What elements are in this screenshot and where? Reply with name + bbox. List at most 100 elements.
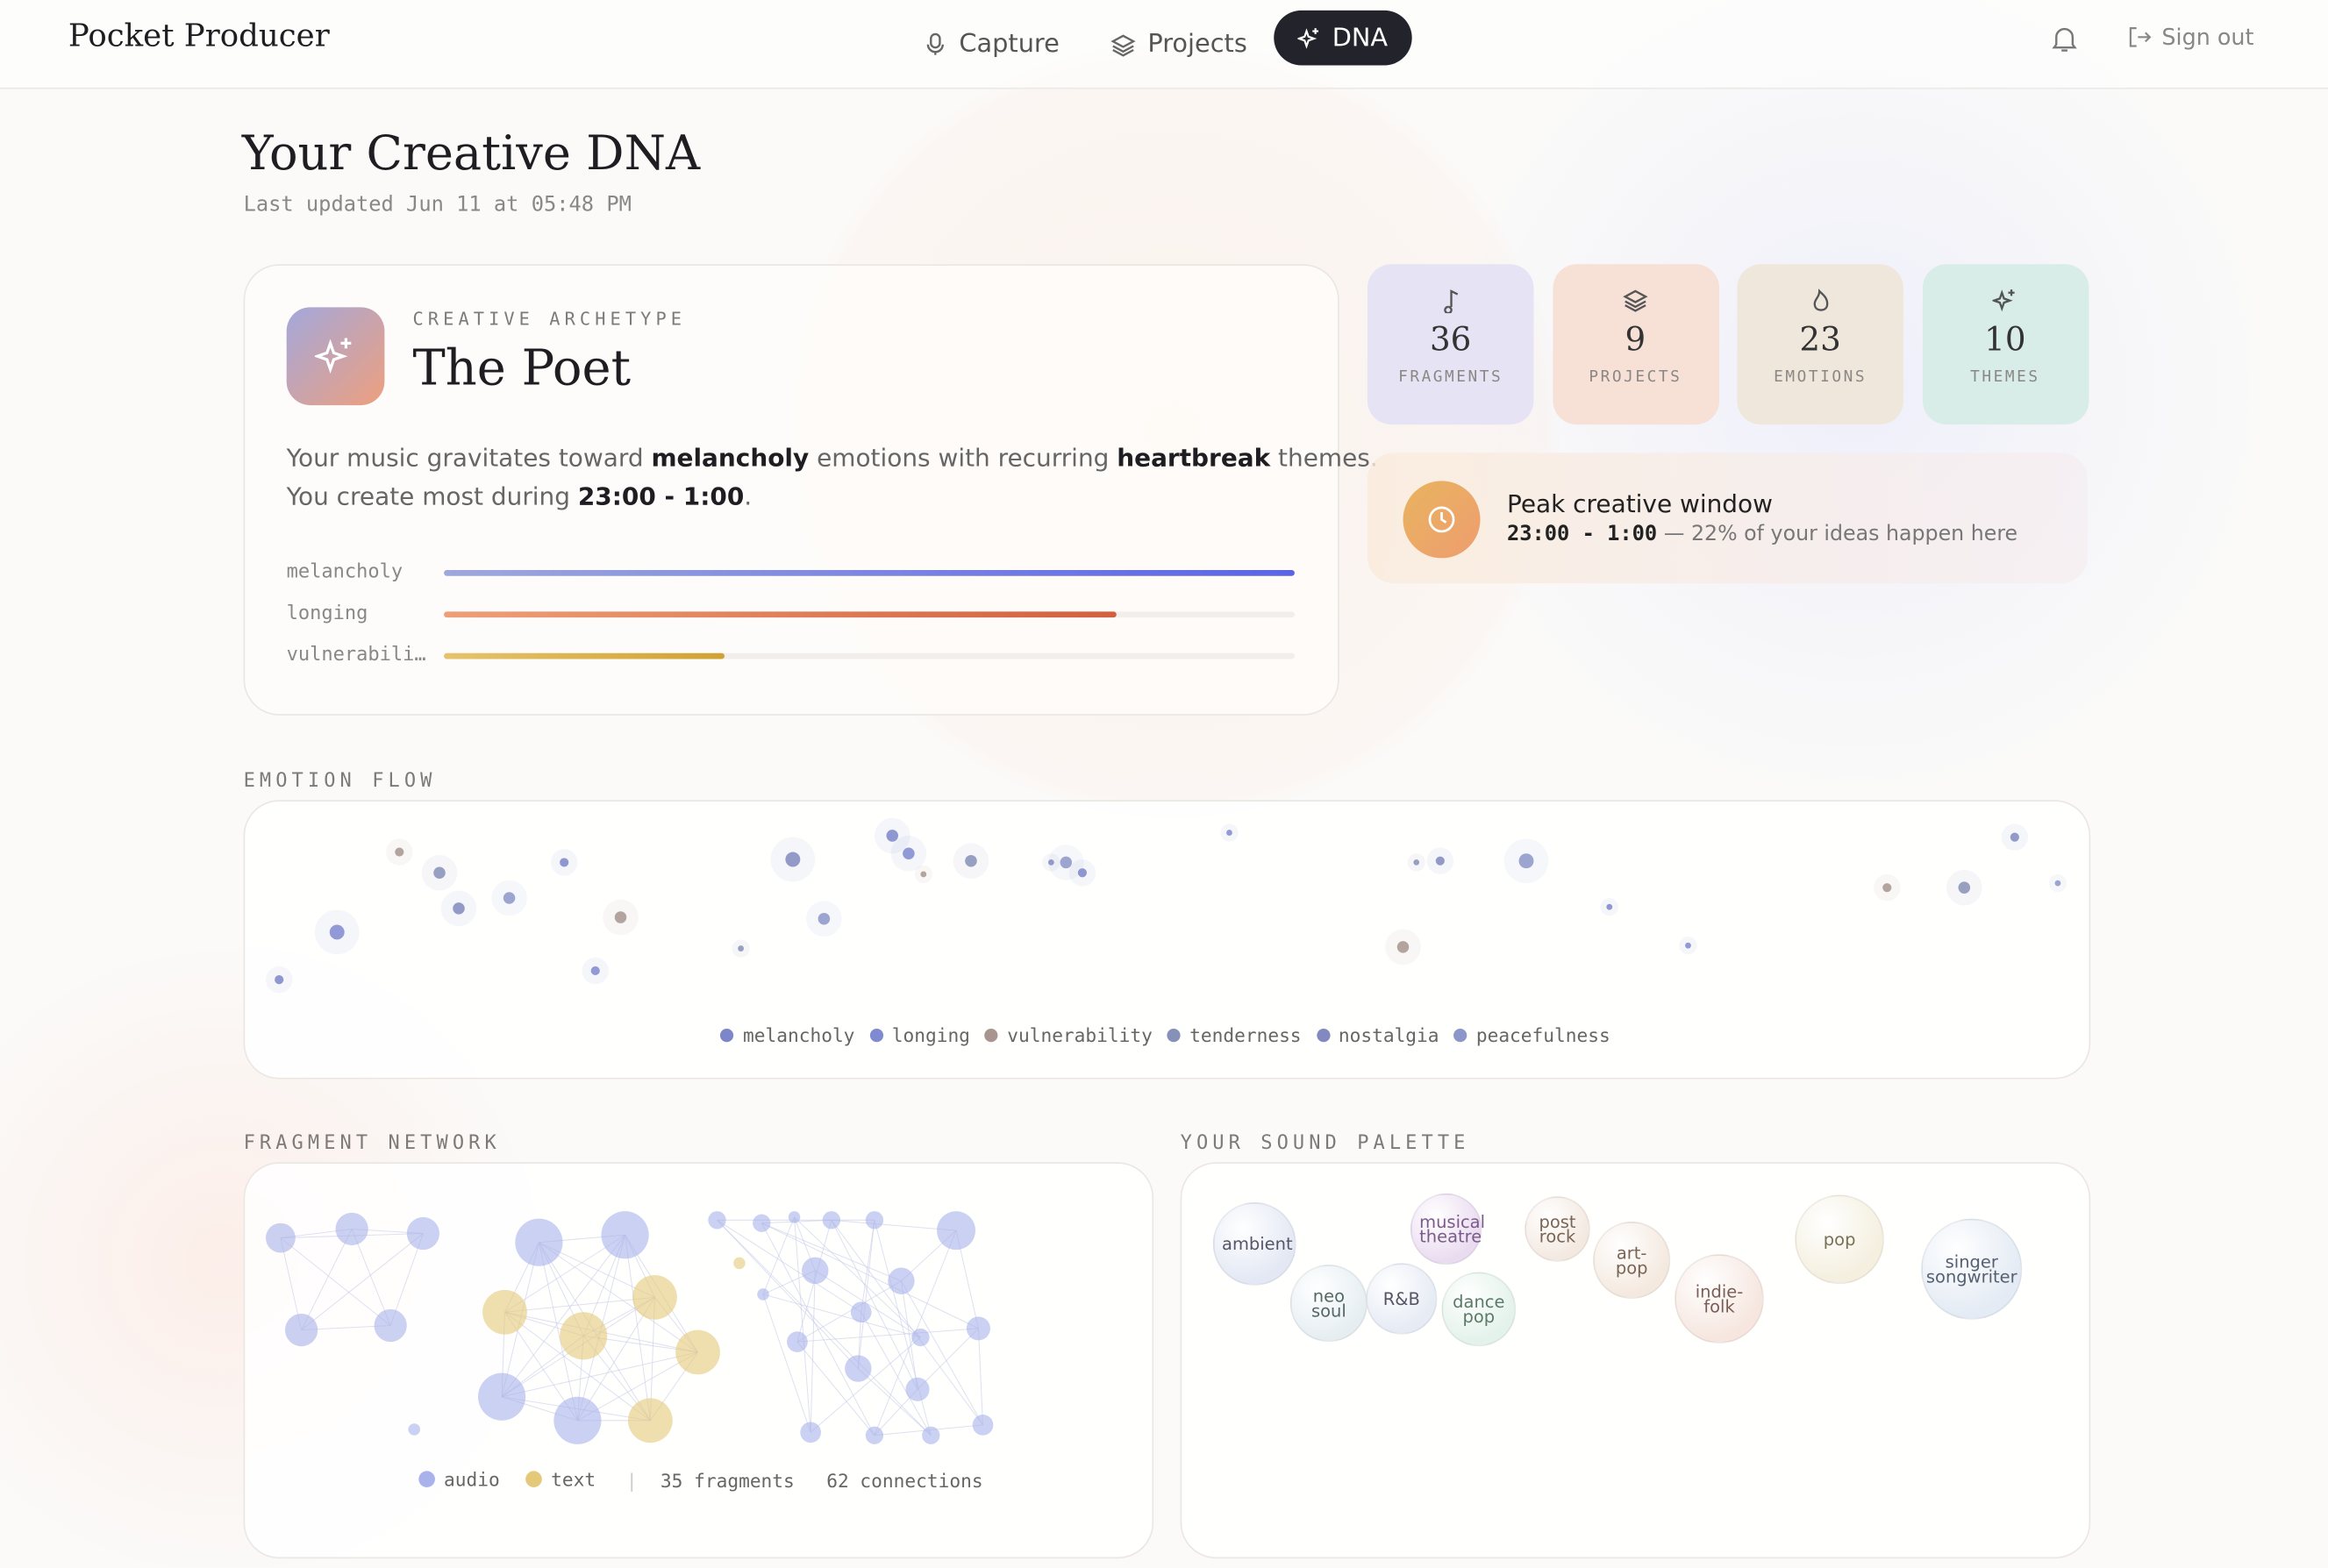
section-title: EMOTION FLOW: [243, 770, 437, 793]
genre-bubble[interactable]: R&B: [1366, 1263, 1438, 1335]
genre-bubble[interactable]: ambient: [1212, 1202, 1296, 1286]
page-title: Your Creative DNA: [241, 125, 701, 182]
legend-item: vulnerability: [984, 1023, 1153, 1047]
genre-label: indie-folk: [1695, 1280, 1744, 1317]
emotion-label: vulnerabili…: [286, 644, 426, 666]
legend-item: tenderness: [1167, 1023, 1302, 1047]
genre-bubble[interactable]: indie-folk: [1675, 1254, 1764, 1343]
genre-label: pop: [1823, 1229, 1856, 1251]
nav-label: Capture: [959, 29, 1060, 60]
connection-count: 62 connections: [826, 1469, 983, 1493]
bar-track: [444, 652, 1295, 659]
genre-label: art-pop: [1615, 1242, 1648, 1279]
stat-icon: [1990, 289, 2015, 312]
sign-out[interactable]: Sign out: [2127, 24, 2254, 51]
archetype-summary: Your music gravitates toward melancholy …: [287, 439, 1378, 517]
divider: |: [625, 1469, 638, 1493]
bell-icon[interactable]: [2050, 24, 2078, 53]
network-card: [243, 1162, 1154, 1559]
legend-item: peacefulness: [1453, 1024, 1610, 1046]
emotion-flow-card: [243, 800, 2091, 1080]
layers-icon: [1110, 33, 1136, 56]
peak-detail: 23:00 - 1:00 — 22% of your ideas happen …: [1507, 523, 2017, 546]
legend-dot: [1316, 1028, 1330, 1043]
stat-value: 10: [1984, 322, 2026, 360]
stat-card: 10 THEMES: [1922, 264, 2089, 425]
genre-label: ambient: [1222, 1233, 1293, 1255]
genre-label: R&B: [1382, 1288, 1420, 1309]
nav-projects[interactable]: Projects: [1110, 21, 1247, 68]
genre-bubble[interactable]: post rock: [1525, 1196, 1590, 1262]
bar: [444, 652, 725, 659]
stat-value: 36: [1429, 322, 1472, 360]
peak-note: — 22% of your ideas happen here: [1663, 522, 2018, 546]
genre-label: musical theatre: [1419, 1211, 1486, 1247]
nav-label: Projects: [1147, 29, 1247, 60]
stat-icon: [1812, 289, 1828, 311]
peak-title: Peak creative window: [1506, 489, 1773, 518]
section-title: FRAGMENT NETWORK: [243, 1132, 501, 1155]
summary-highlight: heartbreak: [1117, 444, 1271, 473]
legend-label: audio: [444, 1467, 500, 1491]
emotion-label: melancholy: [286, 560, 403, 584]
archetype-icon: [286, 307, 385, 406]
summary-line: You create most during 23:00 - 1:00.: [287, 478, 1378, 517]
legend-item: melancholy: [720, 1023, 855, 1047]
summary-text: Your music gravitates toward: [286, 444, 652, 473]
genre-bubble[interactable]: art-pop: [1593, 1222, 1671, 1300]
nav-dna[interactable]: DNA: [1274, 10, 1412, 66]
archetype-card: [243, 264, 1339, 716]
genre-bubble[interactable]: singer songwriter: [1921, 1218, 2023, 1320]
emotion-label: longing: [286, 602, 368, 625]
legend-label: nostalgia: [1338, 1023, 1439, 1047]
stat-label: PROJECTS: [1589, 367, 1682, 387]
stat-card: 23 EMOTIONS: [1737, 264, 1903, 425]
header: [0, 0, 2328, 89]
sign-out-label: Sign out: [2161, 24, 2254, 51]
bar: [444, 611, 1117, 618]
stat-value: 9: [1625, 322, 1646, 360]
fragment-count: 35 fragments: [660, 1469, 795, 1493]
legend-item: nostalgia: [1316, 1024, 1439, 1046]
summary-text: You create most during: [286, 482, 578, 511]
summary-highlight: melancholy: [651, 444, 810, 473]
legend-label: vulnerability: [1007, 1023, 1153, 1047]
legend-item: audio: [418, 1467, 500, 1491]
summary-highlight: 23:00 - 1:00: [577, 482, 745, 511]
genre-bubble[interactable]: musical theatre: [1410, 1193, 1486, 1265]
stat-icon: [1443, 289, 1458, 315]
stat-card: 36 FRAGMENTS: [1367, 264, 1534, 425]
legend-label: melancholy: [743, 1023, 855, 1047]
legend-dot: [720, 1028, 734, 1043]
legend-dot: [1453, 1028, 1467, 1043]
stat-card: 9 PROJECTS: [1552, 264, 1719, 425]
clock: [1428, 506, 1455, 533]
clock-icon: [1403, 481, 1481, 559]
legend-item: text: [525, 1468, 596, 1490]
stat-label: EMOTIONS: [1774, 367, 1867, 387]
sparkle-icon: [1297, 27, 1319, 48]
genre-bubble[interactable]: neo soul: [1289, 1265, 1368, 1343]
legend-dot: [984, 1028, 999, 1043]
summary-text: themes.: [1270, 444, 1378, 473]
section-title: YOUR SOUND PALETTE: [1180, 1132, 1470, 1155]
logo[interactable]: Pocket Producer: [68, 18, 330, 53]
peak-time: 23:00 - 1:00: [1506, 522, 1658, 546]
legend-dot: [869, 1028, 883, 1043]
legend-label: longing: [891, 1023, 970, 1047]
genre-label: post rock: [1539, 1211, 1576, 1247]
genre-label: singer songwriter: [1925, 1251, 2017, 1287]
stat-icon: [1623, 289, 1648, 312]
legend-label: tenderness: [1189, 1023, 1302, 1047]
genre-label: dance pop: [1453, 1291, 1505, 1328]
genre-bubble[interactable]: dance pop: [1441, 1272, 1517, 1347]
archetype-eyebrow: CREATIVE ARCHETYPE: [412, 309, 687, 330]
summary-text: .: [744, 482, 753, 511]
stat-label: THEMES: [1970, 367, 2040, 387]
genre-bubble[interactable]: pop: [1795, 1194, 1884, 1285]
legend-item: longing: [869, 1024, 970, 1046]
nav-capture[interactable]: Capture: [924, 21, 1060, 68]
stat-label: FRAGMENTS: [1398, 367, 1503, 387]
